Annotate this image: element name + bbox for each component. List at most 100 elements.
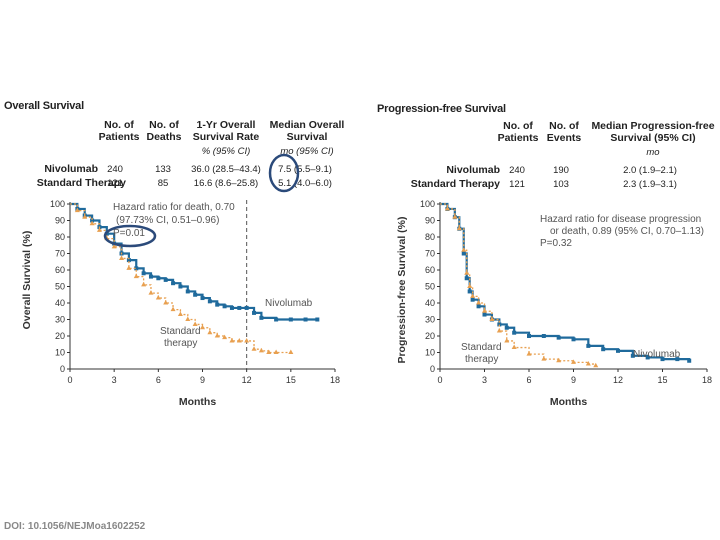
series-point <box>456 225 462 231</box>
series-point <box>660 357 665 362</box>
x-tick-label: 6 <box>526 375 531 385</box>
series-point <box>571 337 576 342</box>
pfs-cell-events: 103 <box>553 179 569 190</box>
x-tick-label: 18 <box>330 375 340 385</box>
os-row-label: Standard Therapy <box>36 177 126 189</box>
y-tick-label: 60 <box>55 265 65 275</box>
os-chart: 0 10 20 30 40 50 60 70 80 90 100 0 3 6 9 12 15 18 Months Ov… <box>21 199 340 408</box>
series-point <box>156 276 161 281</box>
series-label: Nivolumab <box>633 349 681 360</box>
series-label: Standard therapy <box>461 342 502 365</box>
series-point <box>171 281 176 286</box>
series-point <box>452 214 458 219</box>
doi-text: DOI: 10.1056/NEJMoa1602252 <box>4 521 146 532</box>
series-point <box>482 312 487 317</box>
os-cell-patients: 240 <box>107 164 123 175</box>
os-header-median: Median Overall Survival <box>269 119 345 143</box>
series-point <box>489 316 495 321</box>
os-row-label: Nivolumab <box>44 163 98 175</box>
os-header-deaths: No. of Deaths <box>146 119 182 143</box>
series-point <box>207 329 213 335</box>
series-point <box>593 362 599 368</box>
series-point <box>155 295 161 300</box>
os-cell-deaths: 133 <box>155 164 171 175</box>
series-point <box>464 270 470 275</box>
series-point <box>74 207 80 213</box>
x-axis-label: Months <box>550 396 587 408</box>
series-point <box>185 289 190 294</box>
pfs-row-label: Nivolumab <box>446 164 500 176</box>
os-subheader-rate: % (95% CI) <box>201 146 251 157</box>
series-point <box>288 317 293 322</box>
x-tick-label: 15 <box>286 375 296 385</box>
series-point <box>504 337 510 343</box>
x-axis-label: Months <box>179 396 216 408</box>
annotation-text: Hazard ratio for disease progression <box>540 214 701 225</box>
series-point <box>470 297 475 302</box>
series-point <box>244 305 249 310</box>
series-point <box>163 277 168 282</box>
series-point <box>252 310 257 315</box>
series-point <box>645 355 650 360</box>
x-tick-label: 0 <box>67 375 72 385</box>
os-cell-median: 7.5 (5.5–9.1) <box>278 164 332 175</box>
series-point <box>215 302 220 307</box>
series-point <box>303 317 308 322</box>
series-point <box>556 335 561 340</box>
y-tick-label: 40 <box>55 298 65 308</box>
y-tick-label: 60 <box>425 265 435 275</box>
series-point <box>222 304 227 309</box>
y-tick-label: 50 <box>55 282 65 292</box>
series-point <box>200 324 205 330</box>
series-point <box>467 283 473 288</box>
series-point <box>586 343 591 348</box>
series-point <box>315 317 320 322</box>
series-point <box>482 308 487 313</box>
x-tick-label: 0 <box>437 375 442 385</box>
series-point <box>237 305 242 310</box>
series-point <box>541 356 547 361</box>
x-tick-label: 6 <box>156 375 161 385</box>
annotation-text: Hazard ratio for death, 0.70 <box>113 202 235 213</box>
series-point <box>497 322 502 327</box>
x-tick-label: 18 <box>702 375 712 385</box>
series-point <box>675 357 680 362</box>
series-point <box>119 255 125 260</box>
series-point <box>274 317 279 322</box>
series-point <box>526 351 532 356</box>
os-cell-rate: 36.0 (28.5–43.4) <box>191 164 261 175</box>
pfs-subheader-median: mo <box>646 147 660 158</box>
series-point <box>541 334 546 338</box>
y-axis-label: Progression-free Survival (%) <box>396 216 408 363</box>
series-point <box>504 325 509 330</box>
series-label: Standard therapy <box>160 326 201 349</box>
series-point <box>229 337 235 343</box>
series-point <box>177 311 183 317</box>
os-title: Overall Survival <box>4 100 84 112</box>
series-point <box>96 227 102 232</box>
series-point <box>244 337 250 343</box>
y-tick-label: 90 <box>425 216 435 226</box>
x-tick-label: 9 <box>571 375 576 385</box>
y-tick-label: 30 <box>55 315 65 325</box>
series-point <box>512 330 517 335</box>
annotation-text: (97.73% CI, 0.51–0.96) <box>116 215 219 226</box>
x-tick-label: 15 <box>657 375 667 385</box>
series-point <box>133 273 139 279</box>
y-tick-label: 20 <box>55 331 65 341</box>
series-point <box>258 347 264 353</box>
series-point <box>148 290 154 295</box>
pfs-header-events: No. of Events <box>546 120 582 144</box>
series-point <box>273 349 279 354</box>
annotation-text: P=0.01 <box>113 228 145 239</box>
series-point <box>496 328 502 333</box>
series-point <box>126 258 131 263</box>
pfs-header-patients: No. of Patients <box>497 120 539 144</box>
p-value-highlight-circle <box>103 224 157 248</box>
pfs-chart: 0 10 20 30 40 50 60 70 80 90 100 0 3 6 9 12 15 18 Months Pr… <box>396 199 712 408</box>
os-cell-patients: 121 <box>107 178 123 189</box>
series-label: Nivolumab <box>265 298 313 309</box>
y-tick-label: 80 <box>425 232 435 242</box>
series-point <box>461 251 466 256</box>
series-point <box>111 243 117 249</box>
